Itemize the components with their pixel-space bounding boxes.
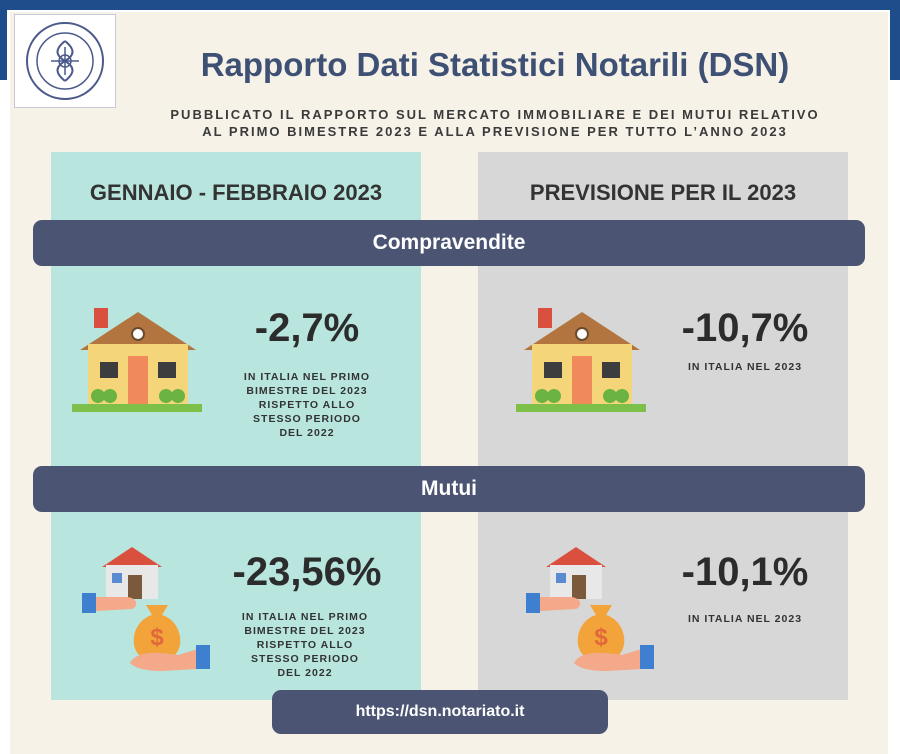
compravendite-right-note: IN ITALIA NEL 2023 bbox=[650, 360, 840, 374]
note-line: DEL 2022 bbox=[277, 667, 333, 679]
right-accent bbox=[890, 10, 900, 80]
money-bag-icon: $ bbox=[577, 605, 625, 657]
seal-icon bbox=[26, 22, 104, 100]
right-column-heading: PREVISIONE PER IL 2023 bbox=[529, 180, 797, 205]
note-line: RISPETTO ALLO bbox=[258, 399, 356, 411]
compravendite-left-note: IN ITALIA NEL PRIMO BIMESTRE DEL 2023 RI… bbox=[212, 370, 402, 440]
compravendite-left-value: -2,7% bbox=[254, 306, 360, 350]
note-line: IN ITALIA NEL 2023 bbox=[687, 361, 803, 373]
left-accent bbox=[0, 10, 7, 80]
svg-text:$: $ bbox=[150, 624, 164, 651]
house-icon bbox=[516, 308, 646, 412]
mutui-band: Mutui bbox=[33, 466, 865, 512]
notary-seal-logo bbox=[14, 14, 116, 108]
compravendite-band: Compravendite bbox=[33, 220, 865, 266]
page-title: Rapporto Dati Statistici Notarili (DSN) bbox=[200, 46, 790, 83]
note-line: BIMESTRE DEL 2023 bbox=[244, 625, 366, 637]
page-subtitle: PUBBLICATO IL RAPPORTO SUL MERCATO IMMOB… bbox=[120, 106, 870, 140]
mutui-right-note: IN ITALIA NEL 2023 bbox=[650, 612, 840, 626]
note-line: IN ITALIA NEL 2023 bbox=[687, 613, 803, 625]
top-border bbox=[0, 0, 900, 10]
svg-text:$: $ bbox=[594, 624, 608, 651]
note-line: DEL 2022 bbox=[279, 427, 335, 439]
note-line: IN ITALIA NEL PRIMO bbox=[243, 371, 371, 383]
subtitle-line: PUBBLICATO IL RAPPORTO SUL MERCATO IMMOB… bbox=[170, 107, 820, 122]
note-line: IN ITALIA NEL PRIMO bbox=[241, 611, 369, 623]
note-line: RISPETTO ALLO bbox=[256, 639, 354, 651]
dsn-url-link[interactable]: https://dsn.notariato.it bbox=[272, 690, 608, 734]
mutui-right-value: -10,1% bbox=[681, 550, 809, 594]
money-bag-icon: $ bbox=[133, 605, 181, 657]
house-in-hand-icon: $ bbox=[82, 547, 210, 671]
mutui-left-note: IN ITALIA NEL PRIMO BIMESTRE DEL 2023 RI… bbox=[210, 610, 400, 680]
subtitle-line: AL PRIMO BIMESTRE 2023 E ALLA PREVISIONE… bbox=[202, 124, 788, 139]
house-icon bbox=[72, 308, 202, 412]
compravendite-right-value: -10,7% bbox=[681, 306, 809, 350]
note-line: STESSO PERIODO bbox=[251, 653, 359, 665]
mutui-left-value: -23,56% bbox=[232, 550, 382, 594]
left-column-heading: GENNAIO - FEBBRAIO 2023 bbox=[89, 180, 383, 205]
note-line: STESSO PERIODO bbox=[253, 413, 361, 425]
note-line: BIMESTRE DEL 2023 bbox=[246, 385, 368, 397]
house-in-hand-icon: $ bbox=[526, 547, 654, 671]
